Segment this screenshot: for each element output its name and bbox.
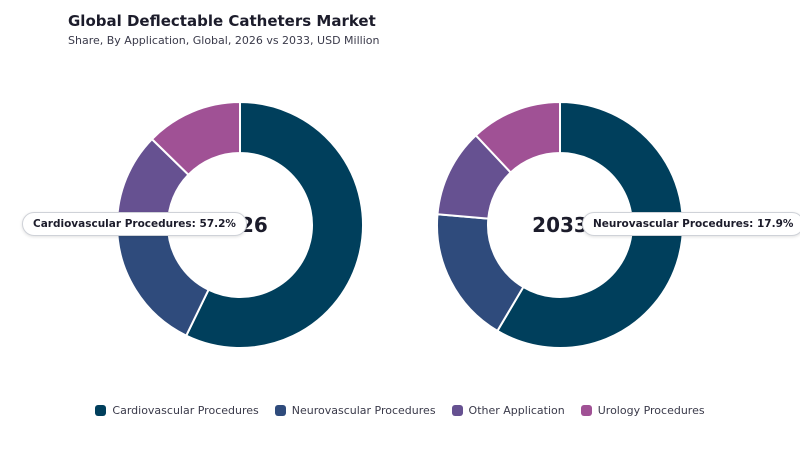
legend-label: Neurovascular Procedures <box>291 404 436 417</box>
donut-center-label: 2033 <box>532 213 588 237</box>
chart-title: Global Deflectable Catheters Market <box>68 12 376 30</box>
legend-swatch <box>274 405 286 416</box>
legend-swatch <box>451 405 463 416</box>
legend-item-cardiovascular[interactable]: Cardiovascular Procedures <box>95 404 259 417</box>
legend-label: Cardiovascular Procedures <box>112 404 259 417</box>
donut-slice-2033-4[interactable] <box>474 100 561 174</box>
legend-item-other-application[interactable]: Other Application <box>451 404 565 417</box>
legend-label: Other Application <box>468 404 565 417</box>
legend-item-neurovascular[interactable]: Neurovascular Procedures <box>274 404 436 417</box>
tooltip-neurovascular: Neurovascular Procedures: 17.9% <box>582 212 800 236</box>
legend-swatch <box>95 405 107 416</box>
donut-slice-2026-2[interactable] <box>116 223 210 337</box>
legend-label: Urology Procedures <box>597 404 705 417</box>
tooltip-cardiovascular: Cardiovascular Procedures: 57.2% <box>22 212 247 236</box>
donut-slice-2033-1[interactable] <box>496 100 684 349</box>
donut-slice-2026-1[interactable] <box>184 100 364 349</box>
legend-swatch <box>580 405 592 416</box>
chart-subtitle: Share, By Application, Global, 2026 vs 2… <box>68 34 380 47</box>
legend: Cardiovascular Procedures Neurovascular … <box>0 404 800 417</box>
donut-slice-2026-4[interactable] <box>150 100 241 177</box>
legend-item-urology[interactable]: Urology Procedures <box>580 404 705 417</box>
